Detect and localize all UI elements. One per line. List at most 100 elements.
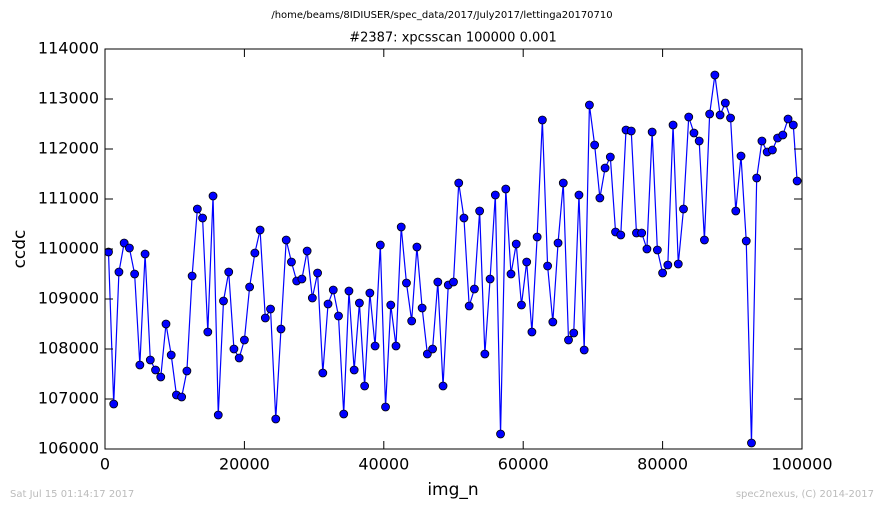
data-point: [506, 269, 516, 279]
data-point: [438, 381, 448, 391]
data-point: [517, 300, 526, 310]
data-point: [464, 301, 474, 311]
data-point: [475, 206, 485, 216]
data-point: [433, 277, 443, 287]
y-tick-label: 107000: [38, 389, 99, 408]
data-point: [386, 300, 396, 310]
x-tick-label: 40000: [358, 455, 409, 474]
data-point: [313, 268, 322, 278]
data-point: [590, 140, 600, 150]
y-tick-label: 109000: [38, 289, 99, 308]
data-point: [752, 173, 762, 183]
data-point: [585, 100, 594, 110]
data-point: [198, 213, 207, 223]
data-point: [417, 303, 427, 313]
data-point: [579, 345, 589, 355]
data-point: [156, 372, 166, 382]
data-point: [757, 136, 767, 146]
data-point: [459, 213, 469, 223]
data-point: [145, 355, 155, 365]
footer-credit: spec2nexus, (C) 2014-2017: [736, 489, 874, 500]
data-point: [276, 324, 286, 334]
data-point: [177, 392, 187, 402]
data-point: [553, 238, 563, 248]
y-tick-label: 112000: [38, 139, 99, 158]
data-point: [428, 344, 437, 354]
data-point: [449, 277, 458, 287]
data-point: [255, 225, 265, 235]
data-point: [365, 288, 375, 298]
data-point: [747, 438, 756, 448]
data-point: [705, 109, 715, 119]
plot-area: [105, 70, 802, 448]
data-point: [229, 344, 239, 354]
data-point: [679, 204, 688, 214]
data-point: [182, 366, 192, 376]
data-point: [511, 239, 521, 249]
data-point: [219, 296, 228, 306]
data-point: [600, 163, 610, 173]
data-point: [334, 311, 343, 321]
data-point: [130, 269, 140, 279]
data-point: [151, 365, 160, 375]
y-axis-label: ccdc: [10, 230, 30, 269]
data-point: [318, 368, 328, 378]
x-tick-label: 20000: [219, 455, 270, 474]
data-point: [720, 98, 730, 108]
data-point: [339, 409, 349, 419]
data-point: [250, 248, 260, 258]
data-point: [652, 245, 662, 255]
x-tick-label: 100000: [771, 455, 832, 474]
data-point: [287, 257, 296, 267]
y-tick-label: 114000: [38, 39, 99, 58]
data-point: [480, 349, 490, 359]
data-point: [454, 178, 464, 188]
data-point: [161, 319, 171, 329]
data-point: [792, 176, 802, 186]
footer-date: Sat Jul 15 01:14:17 2017: [10, 489, 134, 500]
data-point: [140, 249, 150, 259]
suptitle: /home/beams/8IDIUSER/spec_data/2017/July…: [271, 10, 612, 21]
data-point: [124, 243, 134, 253]
data-point: [192, 204, 202, 214]
data-point: [375, 240, 385, 250]
data-point: [381, 402, 390, 412]
y-tick-label: 111000: [38, 189, 99, 208]
data-point: [694, 136, 704, 146]
data-point: [741, 236, 751, 246]
data-point: [187, 271, 197, 281]
data-point: [135, 360, 145, 370]
data-point: [349, 365, 359, 375]
data-point: [673, 259, 683, 269]
data-point: [166, 350, 176, 360]
data-point: [626, 126, 636, 136]
data-point: [616, 230, 626, 240]
data-point: [522, 257, 532, 267]
x-tick-label: 0: [100, 455, 110, 474]
data-point: [328, 285, 338, 295]
data-point: [224, 267, 234, 277]
data-point: [496, 429, 505, 439]
data-point: [527, 327, 537, 337]
data-point: [788, 120, 798, 130]
data-point: [208, 191, 218, 201]
data-point: [537, 115, 547, 125]
data-point: [323, 299, 333, 309]
x-tick-label: 80000: [637, 455, 688, 474]
data-point: [213, 410, 223, 420]
data-point: [485, 274, 495, 284]
data-point: [109, 399, 119, 409]
data-point: [260, 313, 270, 323]
data-point: [715, 110, 725, 120]
data-point: [574, 190, 584, 200]
data-point: [234, 353, 244, 363]
x-axis-label: img_n: [427, 480, 478, 500]
data-point: [543, 261, 552, 271]
data-point: [532, 232, 542, 242]
data-point: [239, 335, 249, 345]
y-tick-label: 106000: [38, 439, 99, 458]
data-point: [412, 242, 422, 252]
data-point: [407, 316, 417, 326]
data-point: [307, 293, 317, 303]
